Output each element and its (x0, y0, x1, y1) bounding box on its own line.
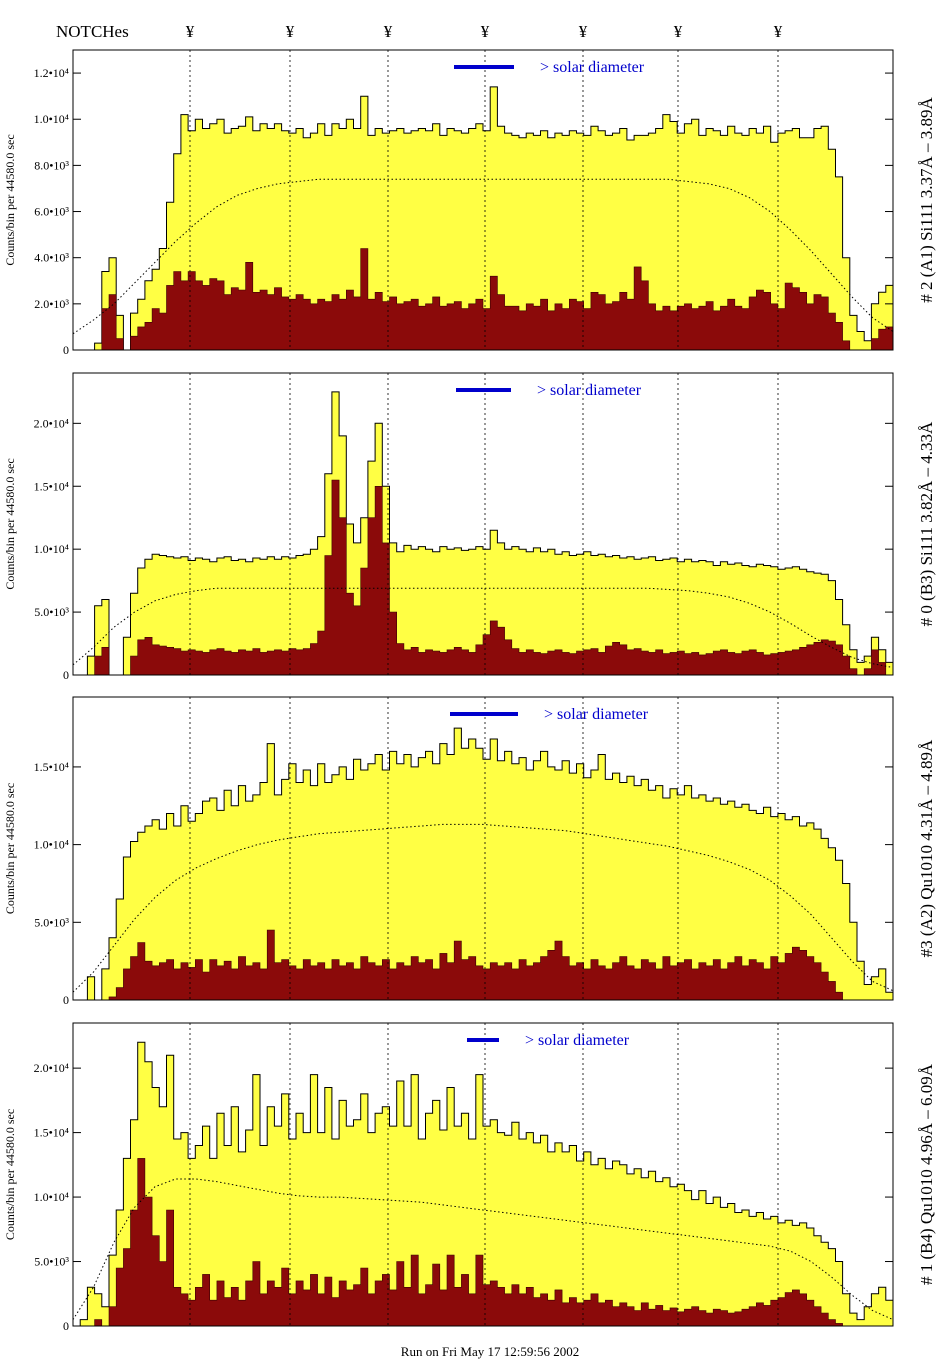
y-tick-label: 6.0•10³ (34, 205, 69, 219)
y-axis-label: Counts/bin per 44580.0 sec (3, 458, 17, 589)
channel-label: # 0 (B3) Si111 3.82Å – 4.33Å (917, 421, 936, 626)
chart-panels: 0 2.0•10³ 4.0•10³ 6.0•10³ 8.0•10³ 1.0•10⁴ 1.2•… (3, 49, 936, 1333)
y-axis-label: Counts/bin per 44580.0 sec (3, 1109, 17, 1240)
notch-symbols: ¥ ¥ ¥ ¥ ¥ ¥ ¥ (186, 22, 783, 41)
y-tick-label: 1.5•10⁴ (34, 479, 69, 493)
notch-symbol: ¥ (286, 22, 295, 41)
y-tick-label: 4.0•10³ (34, 251, 69, 265)
y-tick-label: 0 (63, 1319, 69, 1333)
solar-diameter-label: > solar diameter (525, 1032, 630, 1049)
y-axis-label: Counts/bin per 44580.0 sec (3, 134, 17, 265)
solar-diameter-label: > solar diameter (537, 382, 642, 399)
panel-3: 0 5.0•10³ 1.0•10⁴ 1.5•10⁴ Counts/bin per 445… (3, 696, 936, 1007)
plot-frame (72, 1022, 894, 1327)
profile-dotted-line (72, 587, 894, 668)
panel-1: 0 2.0•10³ 4.0•10³ 6.0•10³ 8.0•10³ 1.0•10⁴ 1.2•… (3, 49, 936, 357)
profile-dotted-line (72, 1178, 894, 1321)
profile-dotted-line (72, 823, 894, 993)
plot-frame (72, 696, 894, 1001)
y-tick-label: 8.0•10³ (34, 158, 69, 172)
notches-label: NOTCHes (56, 22, 129, 41)
inner-counts-area (73, 929, 893, 1001)
plot-frame (72, 49, 894, 351)
profile-dotted-line (72, 178, 894, 335)
panel-4: 0 5.0•10³ 1.0•10⁴ 1.5•10⁴ 2.0•10⁴ Counts/bin … (3, 1022, 936, 1333)
y-tick-label: 0 (63, 343, 69, 357)
y-tick-label: 0 (63, 993, 69, 1007)
notch-symbol: ¥ (774, 22, 783, 41)
y-tick-label: 5.0•10³ (34, 915, 69, 929)
channel-label: # 1 (B4) Qu1010 4.96Å – 6.09Å (917, 1063, 936, 1285)
y-tick-label: 2.0•10³ (34, 297, 69, 311)
solar-diameter-label: > solar diameter (540, 59, 645, 76)
notch-symbol: ¥ (674, 22, 683, 41)
total-counts-area (73, 86, 894, 351)
y-tick-label: 2.0•10⁴ (34, 1061, 69, 1075)
y-tick-label: 1.0•10⁴ (34, 542, 69, 556)
inner-counts-area (73, 479, 893, 676)
y-tick-label: 5.0•10³ (34, 1255, 69, 1269)
notch-symbol: ¥ (579, 22, 588, 41)
plot-frame (72, 372, 894, 676)
y-tick-label: 1.5•10⁴ (34, 1126, 69, 1140)
channel-label: # 2 (A1) Si111 3.37Å – 3.89Å (917, 96, 936, 302)
solar-diameter-label: > solar diameter (544, 706, 649, 723)
channel-label: #3 (A2) Qu1010 4.31Å – 4.89Å (917, 739, 936, 957)
y-tick-label: 1.2•10⁴ (34, 66, 69, 80)
y-tick-label: 1.5•10⁴ (34, 760, 69, 774)
y-tick-label: 5.0•10³ (34, 605, 69, 619)
total-counts-area (73, 1041, 894, 1327)
y-tick-label: 1.0•10⁴ (34, 112, 69, 126)
y-tick-label: 0 (63, 668, 69, 682)
notch-symbol: ¥ (384, 22, 393, 41)
total-counts-area (73, 727, 894, 1001)
total-counts-area (73, 391, 894, 676)
inner-counts-area (73, 248, 894, 351)
notch-symbol: ¥ (481, 22, 490, 41)
y-tick-label: 1.0•10⁴ (34, 838, 69, 852)
run-timestamp: Run on Fri May 17 12:59:56 2002 (401, 1344, 579, 1359)
notch-symbol: ¥ (186, 22, 195, 41)
panel-2: 0 5.0•10³ 1.0•10⁴ 1.5•10⁴ 2.0•10⁴ Counts/bin … (3, 372, 936, 682)
y-tick-label: 1.0•10⁴ (34, 1190, 69, 1204)
y-tick-label: 2.0•10⁴ (34, 416, 69, 430)
y-axis-label: Counts/bin per 44580.0 sec (3, 783, 17, 914)
inner-counts-area (73, 1158, 893, 1327)
